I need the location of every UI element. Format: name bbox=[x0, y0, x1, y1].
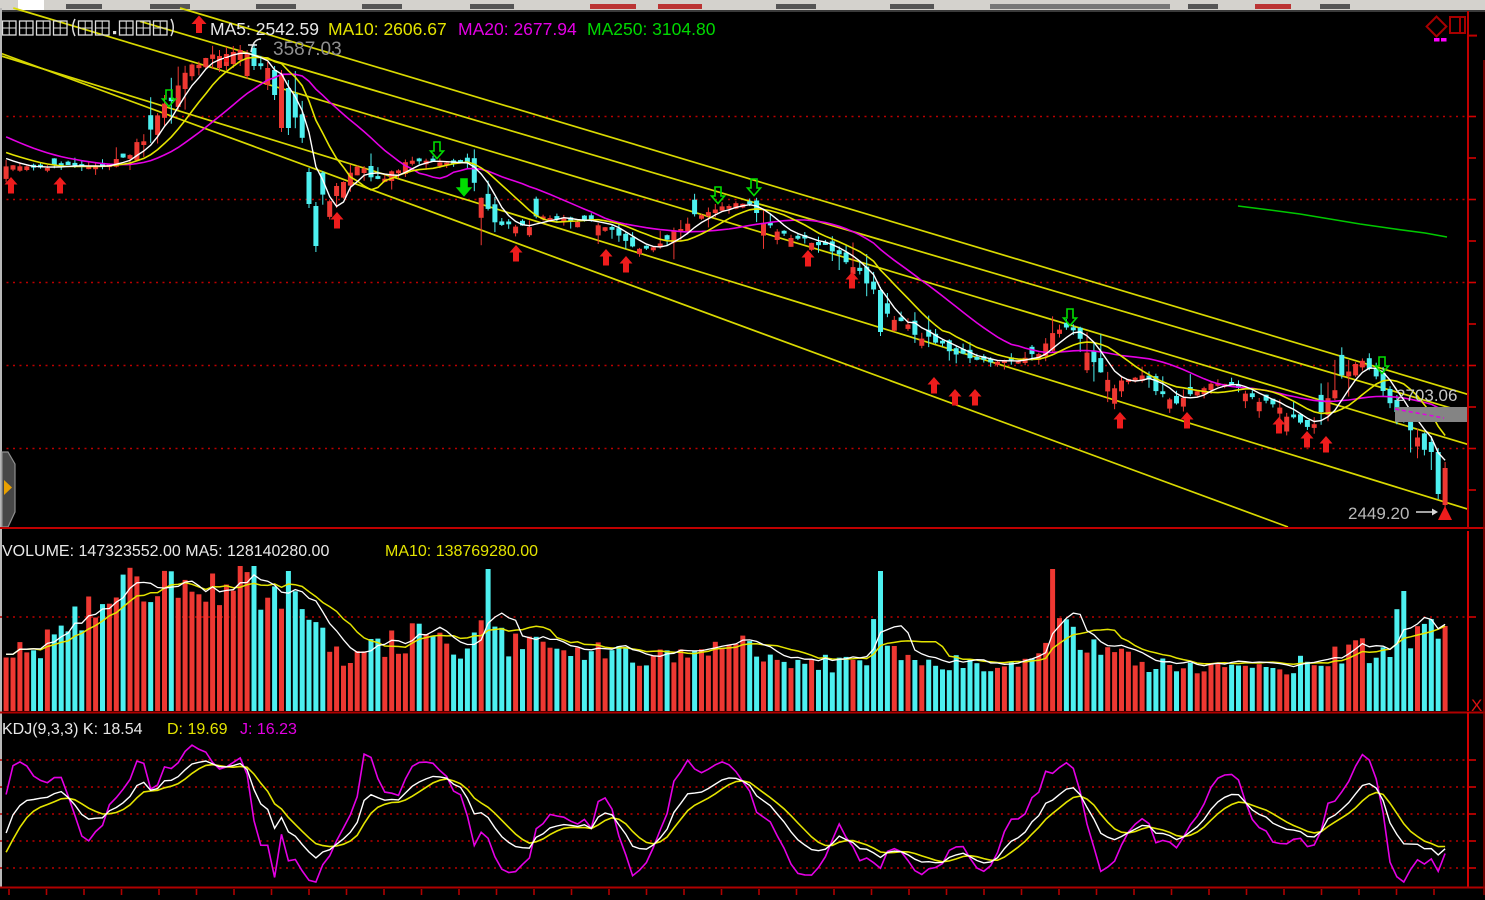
svg-text:MA5: 2542.59: MA5: 2542.59 bbox=[210, 19, 319, 39]
svg-text:MA20: 2677.94: MA20: 2677.94 bbox=[458, 19, 577, 39]
svg-text:2449.20: 2449.20 bbox=[1348, 504, 1409, 523]
svg-text:MA10: 138769280.00: MA10: 138769280.00 bbox=[385, 543, 538, 560]
svg-text:MA10: 2606.67: MA10: 2606.67 bbox=[328, 19, 447, 39]
svg-text:D: 19.69: D: 19.69 bbox=[167, 721, 228, 738]
svg-text:VOLUME: 147323552.00 MA5: 128: VOLUME: 147323552.00 MA5: 128140280.00 bbox=[2, 543, 329, 560]
svg-text:X: X bbox=[1471, 696, 1482, 715]
svg-text:2703.06: 2703.06 bbox=[1396, 386, 1457, 405]
svg-text:KDJ(9,3,3) K: 18.54: KDJ(9,3,3) K: 18.54 bbox=[2, 721, 143, 738]
svg-text:3587.03: 3587.03 bbox=[273, 39, 342, 60]
svg-text:J: 16.23: J: 16.23 bbox=[240, 721, 297, 738]
svg-text:MA250: 3104.80: MA250: 3104.80 bbox=[587, 19, 716, 39]
